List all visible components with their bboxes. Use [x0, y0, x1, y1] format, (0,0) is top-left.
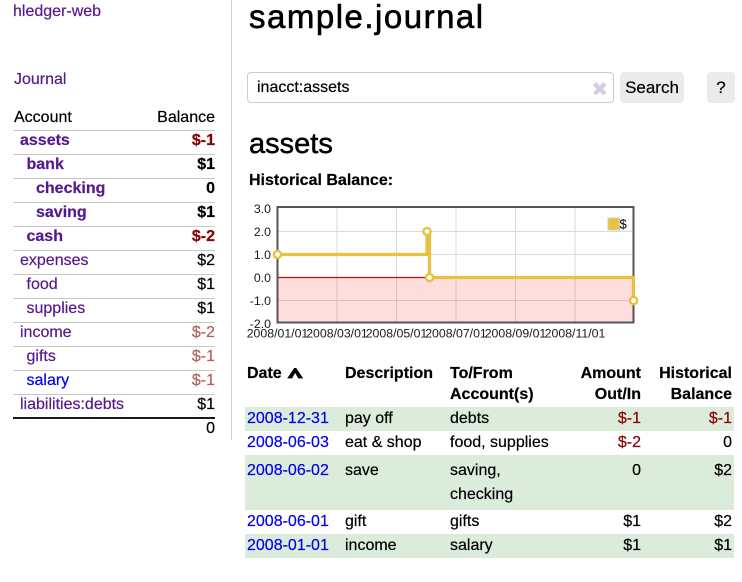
svg-text:-2.0: -2.0 [250, 317, 271, 331]
svg-text:2008/05/01: 2008/05/01 [366, 327, 428, 341]
svg-text:2008/11/01: 2008/11/01 [545, 327, 606, 341]
svg-text:0.0: 0.0 [254, 271, 271, 285]
svg-text:-1.0: -1.0 [250, 294, 271, 308]
svg-text:2008/03/01: 2008/03/01 [306, 327, 368, 341]
svg-text:$: $ [620, 217, 628, 232]
svg-text:2008/07/01: 2008/07/01 [425, 327, 487, 341]
svg-text:2008/09/01: 2008/09/01 [485, 327, 547, 341]
svg-text:2.0: 2.0 [254, 225, 271, 239]
svg-text:1.0: 1.0 [254, 248, 271, 262]
svg-text:2008/01/01: 2008/01/01 [247, 327, 309, 341]
svg-text:3.0: 3.0 [254, 202, 271, 216]
